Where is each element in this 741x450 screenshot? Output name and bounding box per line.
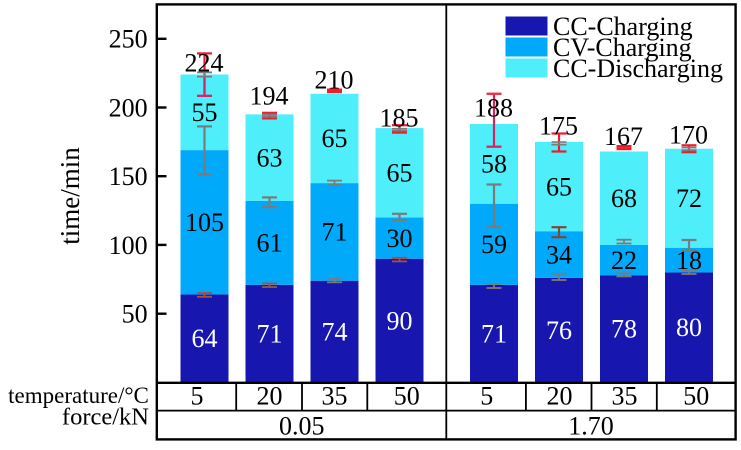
svg-text:59: 59 [481, 230, 507, 259]
svg-text:64: 64 [192, 324, 218, 353]
svg-text:18: 18 [676, 246, 702, 275]
svg-text:22: 22 [611, 246, 637, 275]
svg-text:34: 34 [546, 240, 572, 269]
svg-text:5: 5 [480, 382, 493, 411]
svg-text:200: 200 [109, 93, 148, 122]
svg-text:CV-Charging: CV-Charging [553, 33, 692, 62]
svg-text:50: 50 [122, 299, 148, 328]
svg-text:65: 65 [387, 159, 413, 188]
svg-text:68: 68 [611, 184, 637, 213]
svg-text:35: 35 [322, 382, 348, 411]
svg-text:55: 55 [192, 98, 218, 127]
svg-text:0.05: 0.05 [279, 411, 325, 440]
svg-text:194: 194 [250, 82, 289, 111]
svg-text:167: 167 [604, 122, 643, 151]
svg-text:65: 65 [546, 172, 572, 201]
svg-text:20: 20 [257, 382, 283, 411]
svg-text:72: 72 [676, 184, 702, 213]
svg-text:5: 5 [191, 382, 204, 411]
svg-text:CC-Charging: CC-Charging [553, 12, 693, 41]
svg-text:90: 90 [387, 306, 413, 335]
svg-text:50: 50 [394, 382, 420, 411]
svg-text:63: 63 [257, 143, 283, 172]
svg-text:35: 35 [612, 382, 638, 411]
svg-text:71: 71 [322, 218, 348, 247]
svg-text:224: 224 [185, 49, 224, 78]
svg-text:61: 61 [257, 229, 283, 258]
svg-text:CC-Discharging: CC-Discharging [553, 54, 723, 83]
svg-text:80: 80 [676, 313, 702, 342]
svg-text:74: 74 [322, 317, 348, 346]
svg-text:105: 105 [185, 208, 224, 237]
svg-text:76: 76 [546, 316, 572, 345]
svg-text:185: 185 [380, 103, 419, 132]
svg-text:71: 71 [481, 319, 507, 348]
svg-text:temperature/°C: temperature/°C [8, 383, 149, 408]
svg-text:20: 20 [547, 382, 573, 411]
svg-text:58: 58 [481, 150, 507, 179]
svg-text:1.70: 1.70 [568, 411, 614, 440]
svg-text:50: 50 [683, 382, 709, 411]
svg-text:71: 71 [257, 319, 283, 348]
svg-text:78: 78 [611, 315, 637, 344]
svg-text:force/kN: force/kN [62, 403, 149, 430]
svg-text:time/min: time/min [55, 147, 85, 245]
svg-text:100: 100 [109, 231, 148, 260]
svg-text:188: 188 [474, 94, 513, 123]
svg-text:65: 65 [322, 124, 348, 153]
svg-text:175: 175 [539, 112, 578, 141]
svg-text:30: 30 [387, 224, 413, 253]
svg-text:150: 150 [109, 162, 148, 191]
svg-text:250: 250 [109, 25, 148, 54]
svg-text:170: 170 [669, 120, 708, 149]
svg-text:210: 210 [315, 66, 354, 95]
